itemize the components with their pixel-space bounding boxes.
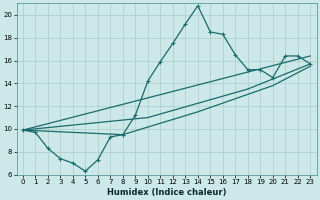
X-axis label: Humidex (Indice chaleur): Humidex (Indice chaleur) (107, 188, 226, 197)
